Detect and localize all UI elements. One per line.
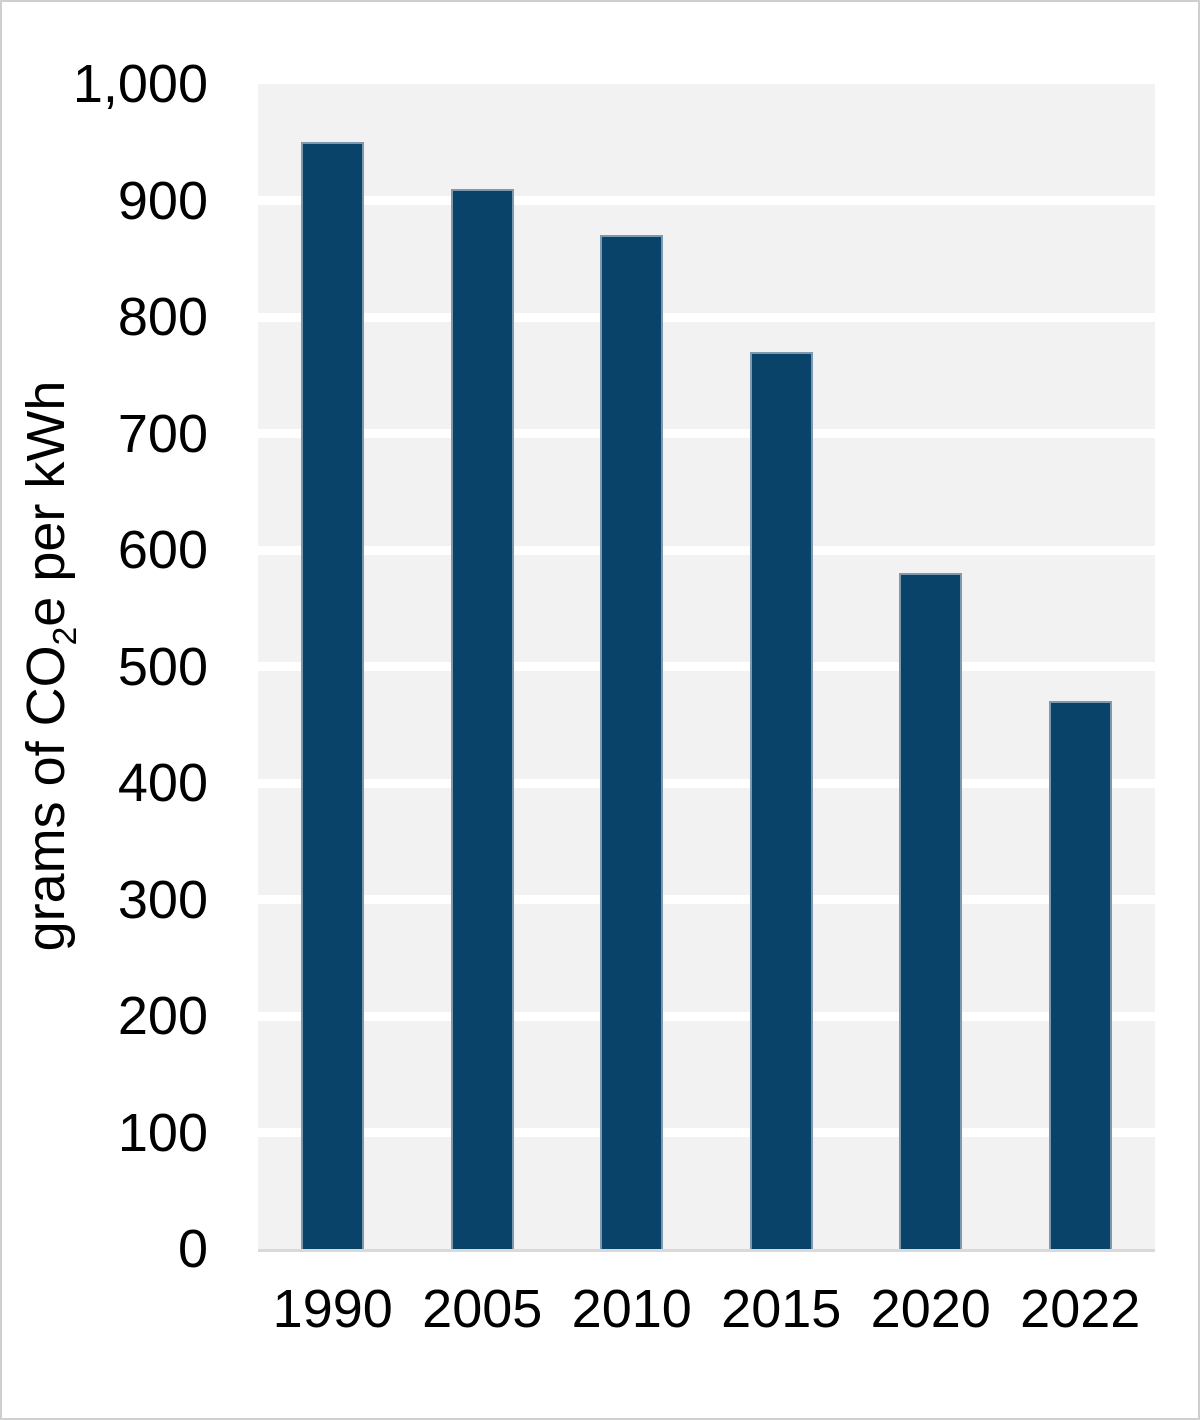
y-tick-label: 1,000 [72, 54, 208, 114]
bar-2020 [899, 573, 963, 1249]
y-tick-label: 600 [117, 520, 208, 580]
y-tick-label: 700 [117, 403, 208, 464]
gridline [258, 545, 1155, 555]
gridline [258, 662, 1155, 671]
bar-2010 [600, 235, 664, 1249]
gridline [258, 895, 1155, 904]
gridline [258, 312, 1155, 322]
bar-1990 [301, 142, 365, 1249]
x-tick-label: 2022 [1020, 1279, 1141, 1339]
y-tick-label: 800 [117, 287, 208, 347]
y-tick-label: 900 [117, 170, 208, 231]
gridline [258, 429, 1155, 438]
y-tick-label: 200 [117, 986, 208, 1046]
x-tick-label: 2010 [571, 1279, 692, 1339]
x-tick-label: 1990 [272, 1279, 393, 1339]
y-tick-label: 0 [177, 1219, 208, 1279]
y-tick-label: 400 [117, 753, 208, 813]
x-tick-label: 2015 [721, 1279, 842, 1339]
bar-2022 [1048, 701, 1112, 1249]
x-axis-line [258, 1249, 1155, 1252]
bar-2005 [450, 188, 514, 1249]
x-tick-label: 2005 [422, 1279, 543, 1339]
gridline [258, 196, 1155, 205]
gridline [258, 1128, 1155, 1137]
y-tick-label: 300 [117, 869, 208, 930]
gridline [258, 778, 1155, 788]
y-tick-label: 500 [117, 636, 208, 697]
x-tick-label: 2020 [870, 1279, 991, 1339]
gridline [258, 1011, 1155, 1021]
y-tick-label: 100 [117, 1102, 208, 1163]
bar-2015 [749, 351, 813, 1249]
